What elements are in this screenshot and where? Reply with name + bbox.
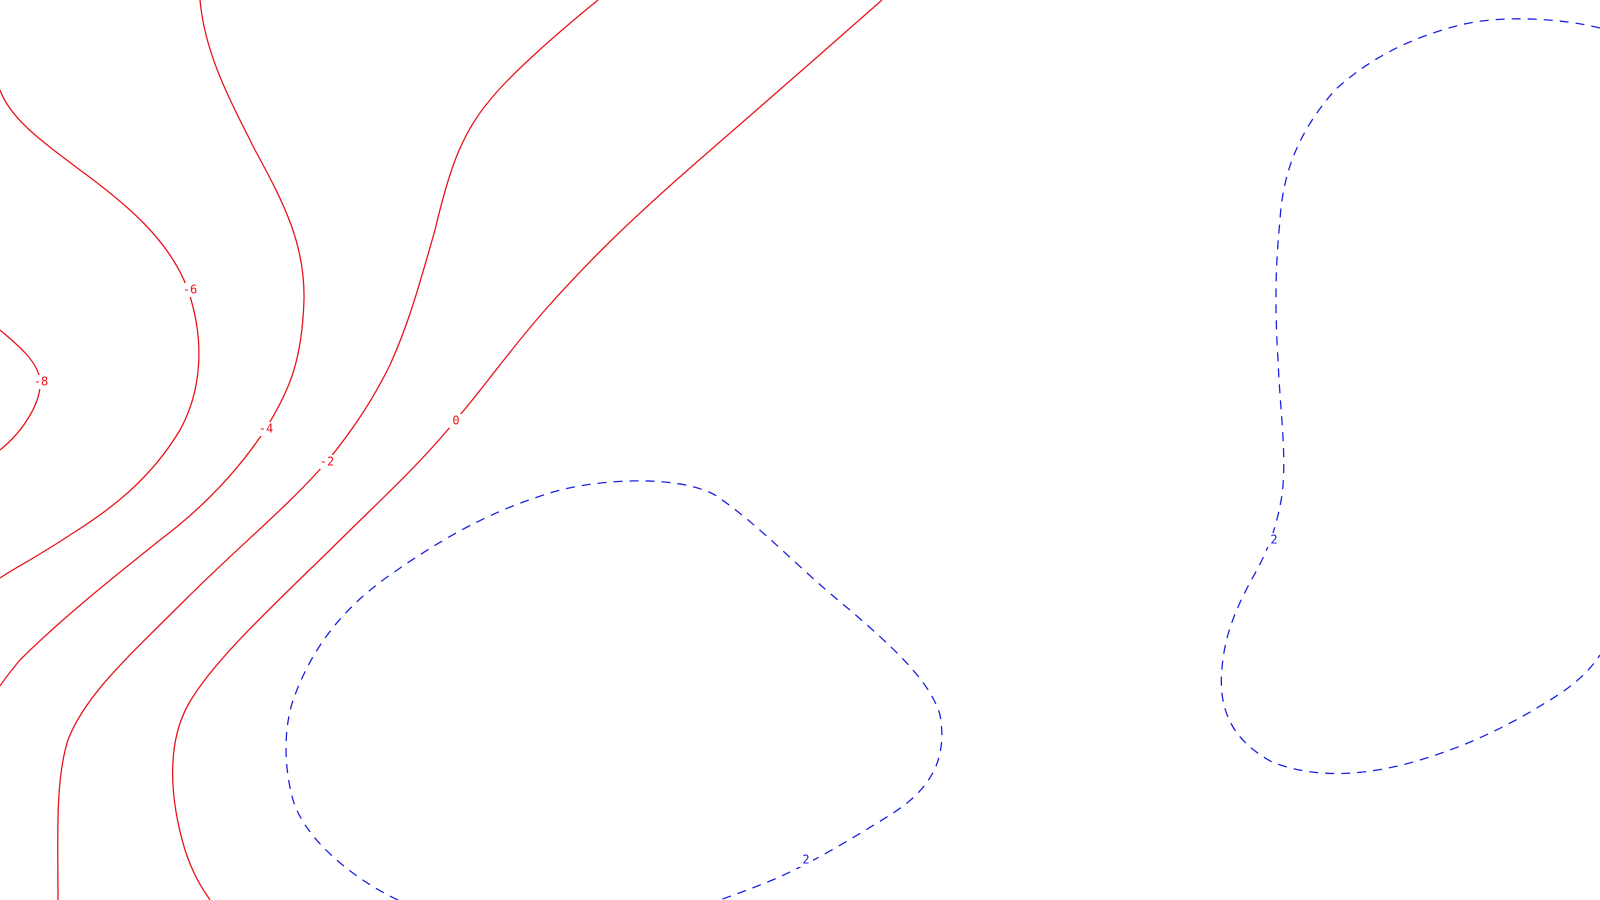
contour-labels: -8 -6 -4 -2 0 2 2 [34,283,1281,867]
contour-label: 2 [802,853,809,867]
contour-label-halo [34,375,48,389]
contour-label-halo [183,283,197,297]
contour-label: -8 [34,375,48,389]
contour-label-halo [449,414,463,428]
contour-line-level-0-4 [172,0,883,900]
contour-label-halo [1267,533,1281,547]
contour-line-level-2-5 [285,480,943,900]
contour-line-level-minus-2-3 [57,0,599,900]
contour-label: 0 [452,414,459,428]
contour-label: -6 [183,283,197,297]
contour-label-halo [320,455,334,469]
contour-label-halo [259,422,273,436]
contour-label: -4 [259,422,273,436]
contour-label-halo [799,853,813,867]
contour-line-level-minus-6-1 [0,89,200,579]
contour-label: 2 [1270,533,1277,547]
contour-label: -2 [320,455,334,469]
contour-line-level-2-6 [1220,18,1600,775]
